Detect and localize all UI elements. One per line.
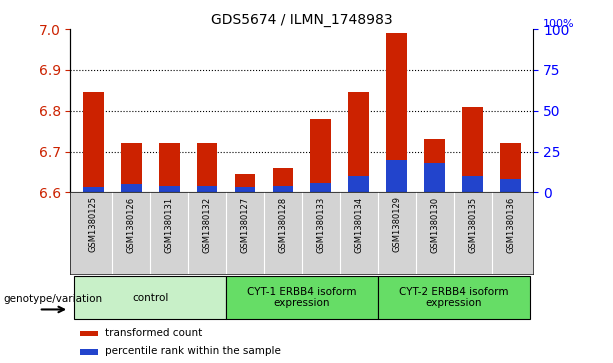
Text: GSM1380136: GSM1380136: [506, 196, 515, 253]
Text: genotype/variation: genotype/variation: [3, 294, 102, 305]
Text: GSM1380126: GSM1380126: [127, 196, 135, 253]
Bar: [500, 143, 521, 192]
Text: GSM1380129: GSM1380129: [392, 196, 402, 253]
Bar: [235, 187, 256, 192]
Bar: [83, 187, 104, 192]
Text: CYT-2 ERBB4 isoform
expression: CYT-2 ERBB4 isoform expression: [399, 287, 508, 309]
Bar: [500, 179, 521, 192]
FancyBboxPatch shape: [74, 277, 226, 319]
Bar: [462, 107, 483, 192]
Text: GSM1380125: GSM1380125: [89, 196, 97, 253]
Bar: [386, 160, 407, 192]
Text: CYT-1 ERBB4 isoform
expression: CYT-1 ERBB4 isoform expression: [247, 287, 357, 309]
Bar: [197, 186, 218, 192]
Bar: [348, 176, 369, 192]
Text: GSM1380133: GSM1380133: [316, 196, 326, 253]
Text: GSM1380128: GSM1380128: [278, 196, 287, 253]
Bar: [159, 143, 180, 192]
Bar: [273, 186, 294, 192]
FancyBboxPatch shape: [378, 277, 530, 319]
Text: GSM1380132: GSM1380132: [202, 196, 211, 253]
Bar: [310, 119, 331, 192]
Bar: [424, 139, 445, 192]
Bar: [273, 168, 294, 192]
Bar: [310, 183, 331, 192]
Bar: [159, 186, 180, 192]
Text: GSM1380134: GSM1380134: [354, 196, 364, 253]
Bar: [121, 143, 142, 192]
Text: transformed count: transformed count: [105, 328, 202, 338]
Bar: [386, 33, 407, 192]
Bar: [424, 163, 445, 192]
Text: GSM1380127: GSM1380127: [240, 196, 249, 253]
Bar: [83, 92, 104, 192]
Bar: [80, 350, 98, 355]
FancyBboxPatch shape: [226, 277, 378, 319]
Text: GSM1380135: GSM1380135: [468, 196, 477, 253]
Text: control: control: [132, 293, 169, 303]
Bar: [80, 331, 98, 336]
Title: GDS5674 / ILMN_1748983: GDS5674 / ILMN_1748983: [211, 13, 393, 26]
Bar: [235, 174, 256, 192]
Text: GSM1380130: GSM1380130: [430, 196, 439, 253]
Bar: [348, 92, 369, 192]
Bar: [197, 143, 218, 192]
Bar: [462, 176, 483, 192]
Text: 100%: 100%: [543, 19, 574, 29]
Text: percentile rank within the sample: percentile rank within the sample: [105, 346, 281, 356]
Bar: [121, 184, 142, 192]
Text: GSM1380131: GSM1380131: [165, 196, 173, 253]
